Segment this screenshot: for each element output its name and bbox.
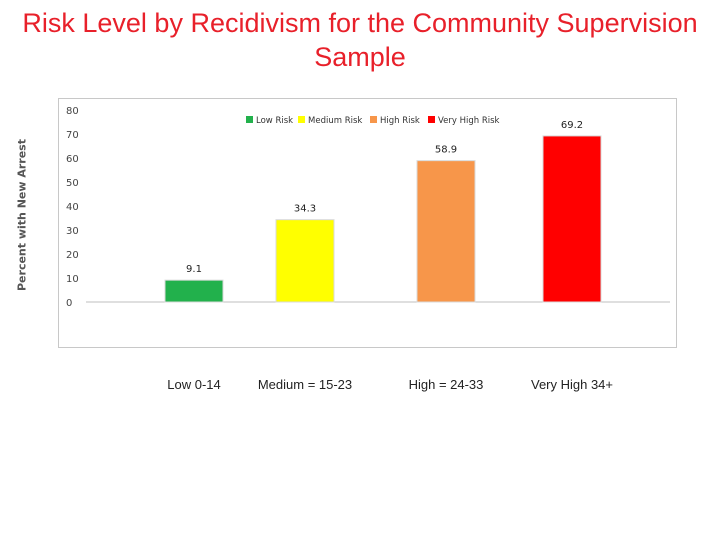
bar-3 (416, 160, 476, 303)
data-label: 34.3 (294, 204, 316, 215)
legend-label: Very High Risk (438, 116, 500, 126)
data-label: 9.1 (186, 264, 202, 275)
slide-title: Risk Level by Recidivism for the Communi… (22, 8, 698, 72)
category-label: Medium = 15-23 (257, 377, 353, 392)
y-tick-label: 50 (66, 178, 79, 189)
bar-1 (164, 279, 224, 303)
category-label: Low 0-14 (167, 377, 221, 392)
data-label: 58.9 (435, 145, 457, 156)
legend-swatch (298, 116, 305, 123)
y-tick-label: 30 (66, 226, 79, 237)
legend-swatch (246, 116, 253, 123)
legend-label: Medium Risk (308, 116, 362, 126)
y-tick-label: 40 (66, 202, 79, 213)
y-tick-label: 60 (66, 154, 79, 165)
category-label: Very High 34+ (530, 377, 614, 392)
legend-swatch (428, 116, 435, 123)
legend-label: High Risk (380, 116, 420, 126)
category-label: High = 24-33 (408, 377, 484, 392)
data-label: 69.2 (561, 120, 583, 131)
bar-2 (275, 219, 335, 303)
legend-label: Low Risk (256, 116, 293, 126)
legend-swatch (370, 116, 377, 123)
y-tick-label: 20 (66, 250, 79, 261)
y-tick-label: 0 (66, 298, 72, 309)
y-tick-label: 70 (66, 130, 79, 141)
y-tick-label: 80 (66, 106, 79, 117)
y-tick-label: 10 (66, 274, 79, 285)
bar-4 (542, 135, 602, 303)
